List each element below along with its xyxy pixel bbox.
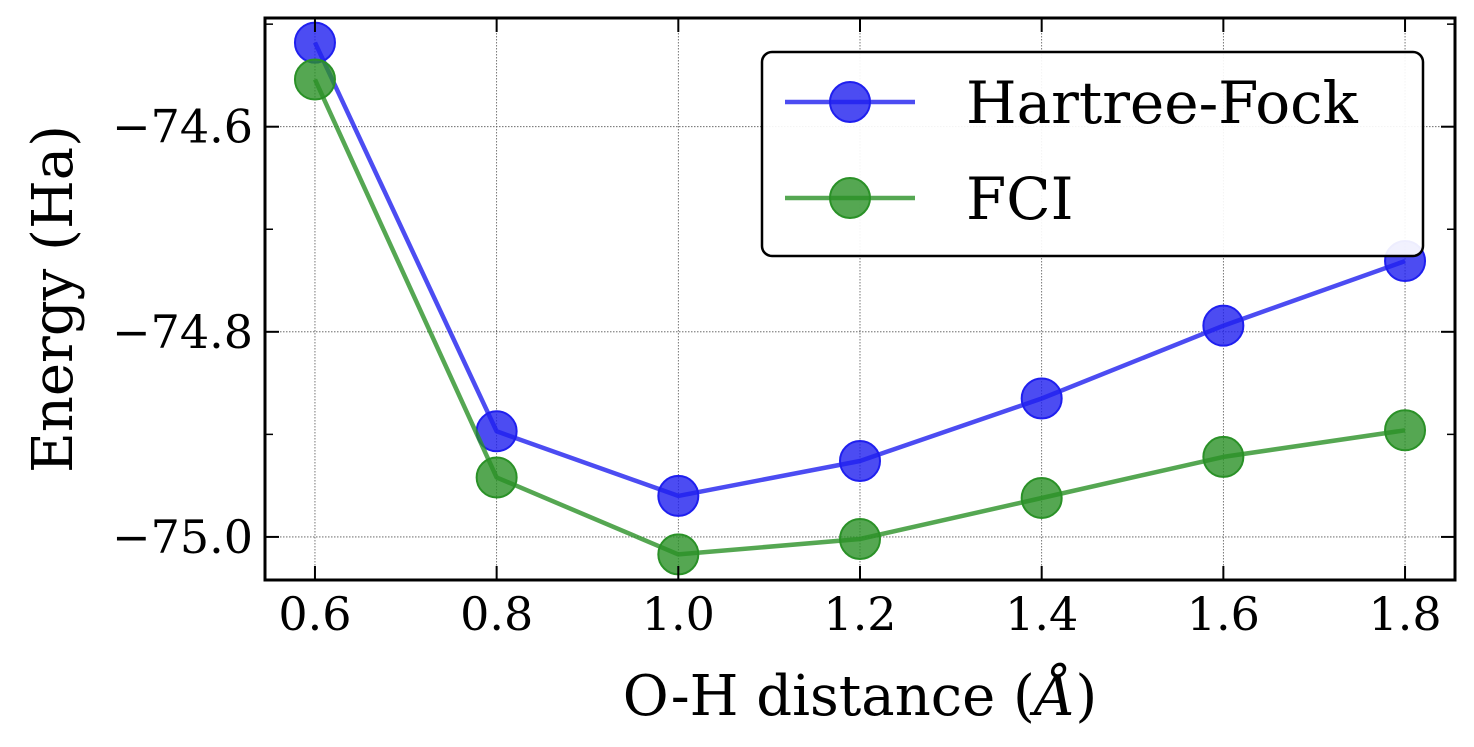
y-tick-label: −74.6 (112, 100, 253, 154)
series-fci (293, 58, 1427, 576)
legend: Hartree-Fock FCI (760, 50, 1425, 258)
x-tick-label: 1.8 (1368, 587, 1441, 641)
data-point (839, 517, 881, 560)
data-point (475, 456, 518, 499)
x-tick-label: 1.0 (642, 587, 715, 641)
data-point (657, 474, 700, 517)
y-tick-label: −75.0 (112, 510, 253, 564)
series-layer (293, 21, 1427, 576)
data-point (1202, 435, 1245, 478)
data-point (1020, 377, 1063, 420)
x-axis-label: O-H distance (Å) (623, 662, 1097, 729)
data-point (1384, 409, 1427, 452)
x-tick-label: 0.8 (460, 587, 533, 641)
data-point (839, 440, 881, 483)
y-axis-label: Energy (Ha) (21, 125, 86, 473)
x-tick-label: 1.2 (823, 587, 896, 641)
legend-marker (829, 177, 871, 219)
x-tick-label: 1.6 (1187, 587, 1260, 641)
legend-marker (829, 81, 871, 123)
x-tick-label: 0.6 (278, 587, 351, 641)
legend-label: FCI (966, 165, 1074, 233)
y-tick-label: −74.8 (112, 305, 253, 359)
x-tick-label: 1.4 (1005, 587, 1078, 641)
data-point (1202, 304, 1245, 347)
tick-labels: 0.6 0.8 1.0 1.2 1.4 1.6 1.8 −74.6 −74.8 −75.0 (112, 100, 1442, 641)
data-point (1020, 476, 1063, 519)
legend-box (760, 50, 1425, 258)
data-point (293, 58, 336, 101)
legend-label: Hartree-Fock (966, 69, 1359, 137)
ticks (265, 18, 1455, 580)
